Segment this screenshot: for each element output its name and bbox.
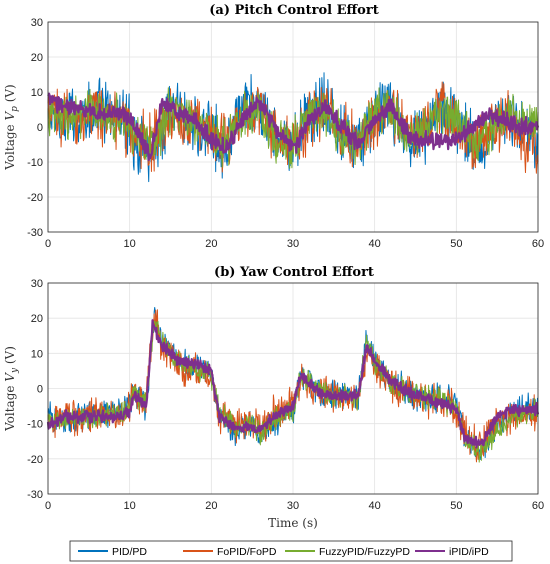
yaw-y-axis-label-text: Voltage Vy (V) bbox=[3, 346, 20, 432]
legend-label: PID/PD bbox=[112, 546, 147, 558]
yaw-x-tick-label: 10 bbox=[124, 500, 136, 512]
yaw-x-tick-label: 30 bbox=[287, 500, 299, 512]
yaw-x-tick-label: 50 bbox=[450, 500, 462, 512]
yaw-y-axis-label: Voltage Vy (V) bbox=[3, 346, 20, 432]
pitch-x-tick-label: 40 bbox=[369, 238, 381, 250]
legend-label: iPID/iPD bbox=[449, 546, 489, 558]
pitch-x-tick-label: 0 bbox=[45, 238, 51, 250]
pitch-y-axis-label: Voltage Vp (V) bbox=[3, 84, 20, 170]
yaw-series-fuzzypid-fuzzypd bbox=[47, 320, 539, 463]
yaw-chart-title: (b) Yaw Control Effort bbox=[214, 265, 374, 280]
yaw-chart: (b) Yaw Control Effort Voltage Vy (V) 0 1… bbox=[3, 265, 544, 530]
pitch-y-axis-label-text: Voltage Vp (V) bbox=[3, 84, 20, 170]
legend-label: FoPID/FoPD bbox=[217, 546, 277, 558]
pitch-y-tick-label: -20 bbox=[27, 192, 43, 204]
pitch-x-tick-label: 60 bbox=[532, 238, 544, 250]
x-axis-label: Time (s) bbox=[268, 516, 318, 530]
legend: PID/PD FoPID/FoPD FuzzyPID/FuzzyPD iPID/iPD bbox=[69, 540, 513, 562]
pitch-y-tick-label: 20 bbox=[31, 52, 43, 64]
yaw-series-fopid-fopd bbox=[47, 309, 539, 463]
yaw-x-tick-label: 0 bbox=[45, 500, 51, 512]
yaw-plot-frame bbox=[47, 282, 539, 495]
yaw-y-tick-label: 0 bbox=[37, 384, 43, 396]
yaw-series-ipid-ipd bbox=[46, 319, 540, 449]
yaw-y-tick-label: 10 bbox=[31, 348, 43, 360]
yaw-y-tick-label: 20 bbox=[31, 313, 43, 325]
pitch-y-tick-label: 0 bbox=[37, 122, 43, 134]
yaw-x-tick-label: 40 bbox=[369, 500, 381, 512]
pitch-y-tick-label: 10 bbox=[31, 87, 43, 99]
yaw-y-tick-label: -30 bbox=[27, 489, 43, 501]
pitch-y-tick-label: 30 bbox=[31, 17, 43, 29]
pitch-y-tick-label: -30 bbox=[27, 227, 43, 239]
yaw-y-tick-label: -10 bbox=[27, 419, 43, 431]
pitch-plot-frame bbox=[47, 21, 539, 233]
pitch-series-pid-pd bbox=[47, 72, 539, 183]
pitch-chart: (a) Pitch Control Effort Voltage Vp (V) … bbox=[3, 3, 544, 250]
pitch-series-ipid-ipd bbox=[47, 92, 540, 162]
yaw-x-tick-label: 60 bbox=[532, 500, 544, 512]
pitch-y-tick-label: -10 bbox=[27, 157, 43, 169]
pitch-x-tick-label: 20 bbox=[205, 238, 217, 250]
yaw-x-tick-label: 20 bbox=[205, 500, 217, 512]
legend-label: FuzzyPID/FuzzyPD bbox=[319, 546, 410, 558]
yaw-y-tick-label: 30 bbox=[31, 278, 43, 290]
yaw-y-tick-label: -20 bbox=[27, 454, 43, 466]
pitch-chart-title: (a) Pitch Control Effort bbox=[209, 3, 378, 18]
pitch-x-tick-label: 50 bbox=[450, 238, 462, 250]
pitch-x-tick-label: 10 bbox=[124, 238, 136, 250]
pitch-x-tick-label: 30 bbox=[287, 238, 299, 250]
